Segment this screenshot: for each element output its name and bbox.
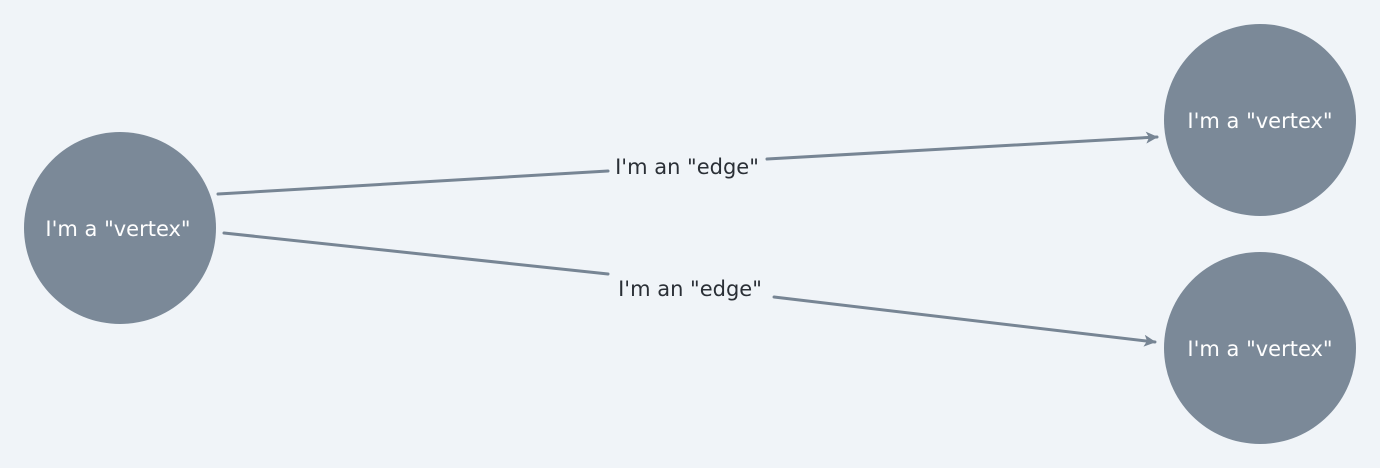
vertex-circle-top-right xyxy=(1164,24,1356,216)
vertex-label-left: I'm a "vertex" xyxy=(45,217,190,241)
vertex-left[interactable]: I'm a "vertex" xyxy=(24,132,216,324)
vertex-circle-bottom-right xyxy=(1164,252,1356,444)
edge-line-bottom xyxy=(222,231,610,276)
vertex-circle-left xyxy=(24,132,216,324)
vertex-bottom-right[interactable]: I'm a "vertex" xyxy=(1164,252,1356,444)
edge-arrow-top xyxy=(765,131,1159,161)
edge-line-top xyxy=(216,169,610,196)
edge-to-top-right[interactable]: I'm an "edge" xyxy=(216,131,1159,196)
edge-arrow-bottom xyxy=(772,295,1157,347)
edge-label-bottom: I'm an "edge" xyxy=(618,277,762,301)
vertex-label-bottom-right: I'm a "vertex" xyxy=(1187,337,1332,361)
vertex-label-top-right: I'm a "vertex" xyxy=(1187,109,1332,133)
vertex-top-right[interactable]: I'm a "vertex" xyxy=(1164,24,1356,216)
edge-label-top: I'm an "edge" xyxy=(615,155,759,179)
edge-to-bottom-right[interactable]: I'm an "edge" xyxy=(222,231,1157,347)
